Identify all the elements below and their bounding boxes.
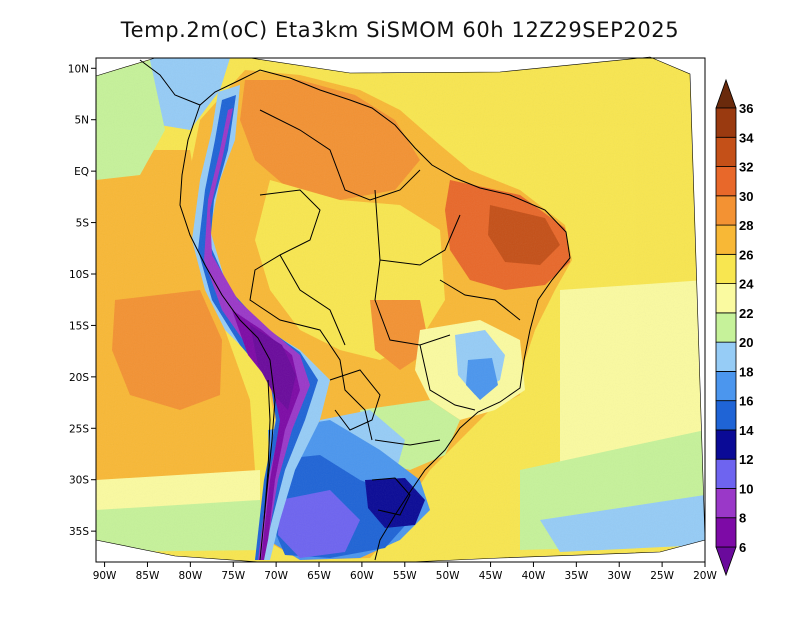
colorbar-label: 24 [739,277,754,292]
lon-tick-label: 70W [264,570,288,582]
lon-tick-label: 85W [136,570,160,582]
lon-tick-label: 45W [479,570,503,582]
lon-tick-label: 75W [221,570,245,582]
border-uruguay [371,477,411,516]
border-states-3 [419,344,476,411]
colorbar-label: 26 [739,247,753,262]
colorbar-min-label: 6 [739,540,746,555]
lon-tick-label: 30W [607,570,631,582]
border-bolivia [279,254,346,346]
colorbar-label: 36 [739,101,753,116]
plot-frame [95,57,706,563]
colorbar-bin [715,488,737,519]
colorbar-bin [715,312,737,343]
border-states-4 [439,279,521,321]
lat-tick-label: 5N [74,115,89,127]
colorbar-bin [715,224,737,255]
lon-tick-label: 50W [436,570,460,582]
lat-tick-label: 10S [69,269,89,281]
lon-tick-label: 20W [693,570,717,582]
colorbar-bin [715,166,737,197]
colorbar-label: 16 [739,394,753,409]
lon-tick-label: 60W [350,570,374,582]
map-title: Temp.2m(oC) Eta3km SiSMOM 60h 12Z29SEP20… [120,18,680,42]
lat-ticks: 10N 5N EQ 5S 10S 15S 20S 25S 30S 35S [68,63,96,538]
lon-tick-label: 80W [178,570,202,582]
border-states-2 [374,259,451,346]
colorbar-label: 18 [739,364,753,379]
colorbar-label: 10 [739,481,753,496]
lat-tick-label: 20S [69,372,89,384]
colorbar-bin [715,429,737,460]
lon-tick-label: 65W [307,570,331,582]
lat-tick-label: 10N [68,63,89,75]
political-borders [139,59,571,561]
colorbar-below-arrow [715,546,737,577]
field-texture [96,57,705,562]
border-states-5 [374,439,441,446]
coastline [139,59,571,561]
lon-tick-label: 40W [522,570,546,582]
lon-ticks: 90W 85W 80W 75W 70W 65W 60W 55W 50W 45W 40W 35W 30W 2… [93,562,717,582]
colorbar-above-arrow [715,78,737,109]
lon-tick-label: 25W [650,570,674,582]
border-argentina-chile [263,379,271,521]
map-axes: 90W 85W 80W 75W 70W 65W 60W 55W 50W 45W 40W 35W 30W 2… [68,57,717,582]
lat-tick-label: 5S [76,218,90,230]
colorbar-bin [715,107,737,138]
colorbar-bin [715,400,737,431]
lat-tick-label: EQ [74,166,89,178]
colorbar-bin [715,370,737,402]
colorbar: 8 10 12 14 16 18 20 22 24 26 28 30 32 34 36 6 [715,78,754,577]
lon-tick-label: 35W [564,570,588,582]
lat-tick-label: 30S [69,475,89,487]
border-states-1 [374,189,461,266]
colorbar-label: 8 [739,511,746,526]
colorbar-bin [715,195,737,226]
lat-tick-label: 15S [69,320,89,332]
colorbar-label: 32 [739,160,753,175]
colorbar-label: 12 [739,452,753,467]
colorbar-bin [715,458,737,489]
border-paraguay [329,369,381,431]
colorbar-label: 28 [739,218,753,233]
colorbar-label: 20 [739,335,753,350]
colorbar-bin [715,136,737,167]
colorbar-bin [715,341,737,372]
coastline-pacific [179,104,276,561]
colorbar-label: 34 [739,130,754,145]
border-north [259,109,421,201]
lat-tick-label: 35S [69,526,89,538]
border-brazil-west [249,189,373,441]
colorbar-bin [715,517,737,548]
lat-tick-label: 25S [69,423,89,435]
colorbar-bin [715,253,737,284]
lon-tick-label: 90W [93,570,117,582]
temperature-field [96,57,705,562]
colorbar-label: 30 [739,189,753,204]
colorbar-bin [715,283,737,314]
colorbar-label: 14 [739,423,754,438]
colorbar-label: 22 [739,306,753,321]
lon-tick-label: 55W [393,570,417,582]
